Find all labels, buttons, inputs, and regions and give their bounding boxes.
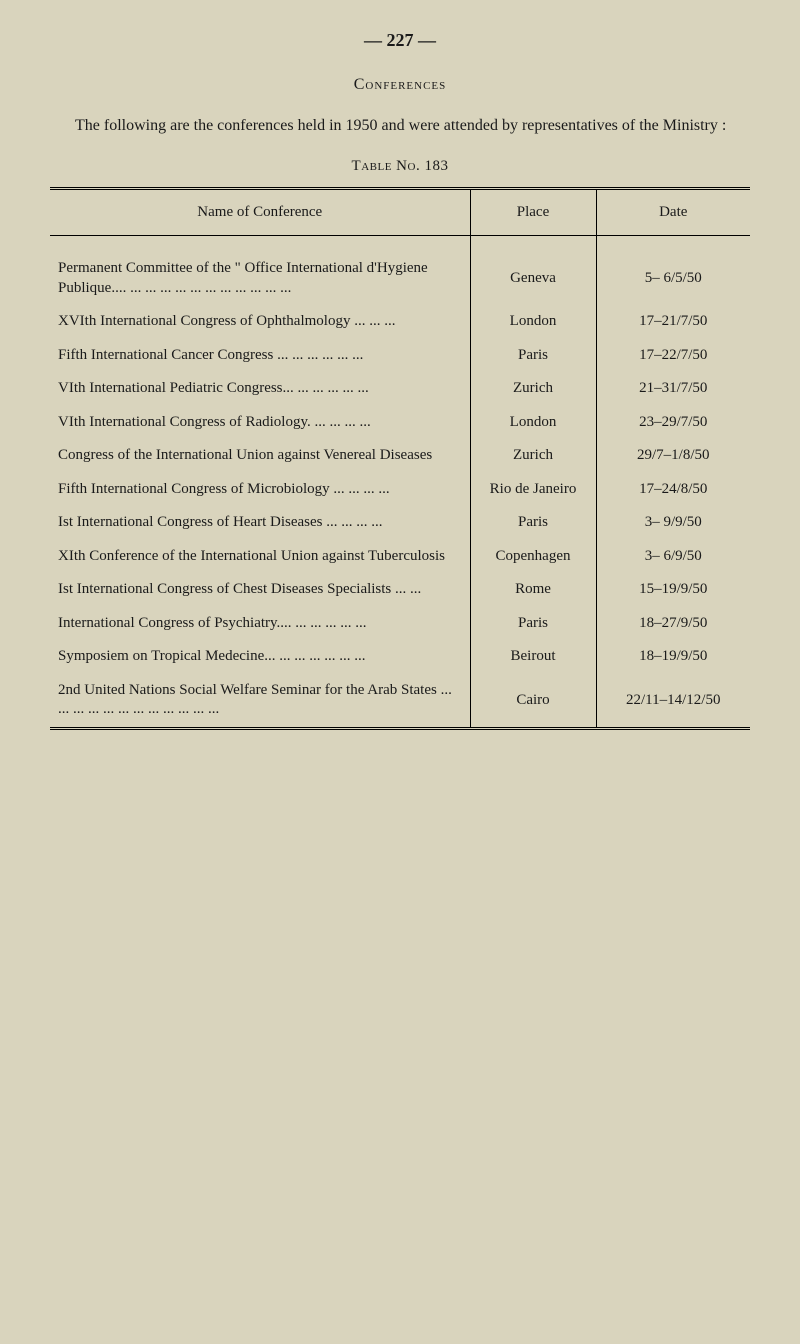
document-page: — 227 — Conferences The following are th…: [0, 0, 800, 760]
conference-date: 18–19/9/50: [596, 640, 750, 674]
conference-date: 17–24/8/50: [596, 473, 750, 507]
conference-place: Paris: [470, 339, 596, 373]
conference-date: 21–31/7/50: [596, 372, 750, 406]
table-header-row: Name of Conference Place Date: [50, 189, 750, 236]
conference-name: 2nd United Nations Social Welfare Semina…: [50, 674, 470, 729]
conferences-table: Name of Conference Place Date Permanent …: [50, 187, 750, 730]
conference-name: International Congress of Psychiatry....…: [50, 607, 470, 641]
conference-place: Geneva: [470, 252, 596, 305]
table-row: Ist International Congress of Chest Dise…: [50, 573, 750, 607]
conference-date: 3– 6/9/50: [596, 540, 750, 574]
conference-date: 17–22/7/50: [596, 339, 750, 373]
table-row: Fifth International Cancer Congress ... …: [50, 339, 750, 373]
conference-name: Ist International Congress of Chest Dise…: [50, 573, 470, 607]
conference-name: XIth Conference of the International Uni…: [50, 540, 470, 574]
conference-place: Paris: [470, 506, 596, 540]
header-place: Place: [470, 189, 596, 236]
table-row: Ist International Congress of Heart Dise…: [50, 506, 750, 540]
conference-date: 22/11–14/12/50: [596, 674, 750, 729]
conference-name: Fifth International Cancer Congress ... …: [50, 339, 470, 373]
conference-place: Rome: [470, 573, 596, 607]
conference-place: Zurich: [470, 439, 596, 473]
conference-date: 18–27/9/50: [596, 607, 750, 641]
conference-place: Cairo: [470, 674, 596, 729]
table-row: 2nd United Nations Social Welfare Semina…: [50, 674, 750, 729]
table-body: Permanent Committee of the " Office Inte…: [50, 236, 750, 729]
conference-name: Fifth International Congress of Microbio…: [50, 473, 470, 507]
table-row: International Congress of Psychiatry....…: [50, 607, 750, 641]
conference-place: London: [470, 406, 596, 440]
intro-paragraph: The following are the conferences held i…: [50, 114, 750, 138]
table-row: VIth International Pediatric Congress...…: [50, 372, 750, 406]
conference-date: 3– 9/9/50: [596, 506, 750, 540]
conference-name: Symposiem on Tropical Medecine... ... ..…: [50, 640, 470, 674]
table-row: Fifth International Congress of Microbio…: [50, 473, 750, 507]
conference-name: VIth International Pediatric Congress...…: [50, 372, 470, 406]
header-name: Name of Conference: [50, 189, 470, 236]
conference-place: Rio de Janeiro: [470, 473, 596, 507]
table-row: VIth International Congress of Radiology…: [50, 406, 750, 440]
table-row: Symposiem on Tropical Medecine... ... ..…: [50, 640, 750, 674]
conference-place: Copenhagen: [470, 540, 596, 574]
conference-place: Paris: [470, 607, 596, 641]
table-row: XIth Conference of the International Uni…: [50, 540, 750, 574]
page-number: — 227 —: [50, 30, 750, 51]
header-date: Date: [596, 189, 750, 236]
table-row: Permanent Committee of the " Office Inte…: [50, 252, 750, 305]
conference-date: 15–19/9/50: [596, 573, 750, 607]
conference-place: London: [470, 305, 596, 339]
table-row: XVIth International Congress of Ophthalm…: [50, 305, 750, 339]
conference-date: 23–29/7/50: [596, 406, 750, 440]
conference-date: 29/7–1/8/50: [596, 439, 750, 473]
conference-name: XVIth International Congress of Ophthalm…: [50, 305, 470, 339]
conference-date: 17–21/7/50: [596, 305, 750, 339]
conference-name: VIth International Congress of Radiology…: [50, 406, 470, 440]
conference-place: Beirout: [470, 640, 596, 674]
section-title: Conferences: [50, 76, 750, 94]
conference-name: Congress of the International Union agai…: [50, 439, 470, 473]
conference-name: Ist International Congress of Heart Dise…: [50, 506, 470, 540]
conference-name: Permanent Committee of the " Office Inte…: [50, 252, 470, 305]
table-label: Table No. 183: [50, 158, 750, 175]
conference-place: Zurich: [470, 372, 596, 406]
conference-date: 5– 6/5/50: [596, 252, 750, 305]
table-row: Congress of the International Union agai…: [50, 439, 750, 473]
spacer-row: [50, 236, 750, 253]
